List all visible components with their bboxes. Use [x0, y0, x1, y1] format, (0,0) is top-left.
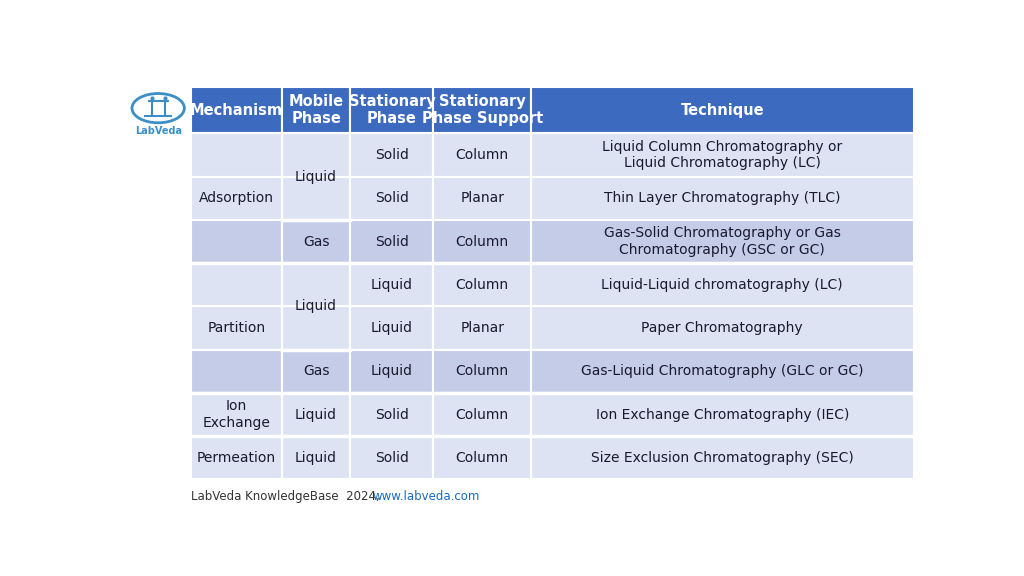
- Text: LabVeda KnowledgeBase  2024,: LabVeda KnowledgeBase 2024,: [191, 490, 384, 503]
- FancyBboxPatch shape: [433, 393, 530, 436]
- FancyBboxPatch shape: [530, 393, 913, 436]
- Text: Solid: Solid: [375, 234, 409, 248]
- FancyBboxPatch shape: [433, 263, 530, 306]
- FancyBboxPatch shape: [433, 350, 530, 393]
- Text: Liquid: Liquid: [295, 451, 337, 465]
- Text: Gas: Gas: [303, 364, 330, 378]
- Text: Adsorption: Adsorption: [199, 191, 274, 205]
- FancyBboxPatch shape: [282, 220, 350, 263]
- Text: Stationary
Phase: Stationary Phase: [348, 94, 435, 126]
- Text: Column: Column: [456, 364, 509, 378]
- FancyBboxPatch shape: [282, 350, 350, 393]
- Text: www.labveda.com: www.labveda.com: [373, 490, 480, 503]
- Text: Gas: Gas: [303, 234, 330, 248]
- FancyBboxPatch shape: [530, 134, 913, 177]
- FancyBboxPatch shape: [191, 263, 282, 306]
- FancyBboxPatch shape: [191, 350, 282, 393]
- Text: Paper Chromatography: Paper Chromatography: [641, 321, 803, 335]
- FancyBboxPatch shape: [530, 177, 913, 220]
- Text: Liquid-Liquid chromatography (LC): Liquid-Liquid chromatography (LC): [601, 278, 843, 292]
- Text: Gas-Solid Chromatography or Gas
Chromatography (GSC or GC): Gas-Solid Chromatography or Gas Chromato…: [604, 226, 841, 257]
- FancyBboxPatch shape: [282, 263, 350, 306]
- Text: Planar: Planar: [460, 321, 504, 335]
- Text: Thin Layer Chromatography (TLC): Thin Layer Chromatography (TLC): [604, 191, 841, 205]
- FancyBboxPatch shape: [530, 436, 913, 479]
- Text: Liquid: Liquid: [295, 300, 337, 313]
- Text: Column: Column: [456, 451, 509, 465]
- FancyBboxPatch shape: [530, 263, 913, 306]
- FancyBboxPatch shape: [191, 306, 282, 350]
- Text: Partition: Partition: [208, 321, 265, 335]
- FancyBboxPatch shape: [282, 393, 350, 436]
- FancyBboxPatch shape: [433, 134, 530, 177]
- FancyBboxPatch shape: [191, 220, 282, 263]
- Text: Stationary
Phase Support: Stationary Phase Support: [422, 94, 543, 126]
- FancyBboxPatch shape: [530, 87, 913, 134]
- FancyBboxPatch shape: [433, 306, 530, 350]
- Text: Mechanism: Mechanism: [190, 103, 284, 118]
- Text: Liquid: Liquid: [295, 407, 337, 422]
- FancyBboxPatch shape: [282, 436, 350, 479]
- FancyBboxPatch shape: [282, 177, 350, 220]
- FancyBboxPatch shape: [350, 220, 433, 263]
- FancyBboxPatch shape: [350, 134, 433, 177]
- FancyBboxPatch shape: [350, 350, 433, 393]
- FancyBboxPatch shape: [530, 220, 913, 263]
- FancyBboxPatch shape: [282, 134, 350, 177]
- Text: Ion
Exchange: Ion Exchange: [203, 399, 270, 430]
- FancyBboxPatch shape: [530, 350, 913, 393]
- FancyBboxPatch shape: [433, 177, 530, 220]
- Text: Solid: Solid: [375, 407, 409, 422]
- Text: Column: Column: [456, 407, 509, 422]
- Text: Column: Column: [456, 234, 509, 248]
- Text: Size Exclusion Chromatography (SEC): Size Exclusion Chromatography (SEC): [591, 451, 854, 465]
- Text: Liquid: Liquid: [371, 278, 413, 292]
- FancyBboxPatch shape: [350, 306, 433, 350]
- Text: Planar: Planar: [460, 191, 504, 205]
- Text: Solid: Solid: [375, 191, 409, 205]
- FancyBboxPatch shape: [350, 436, 433, 479]
- Text: Mobile
Phase: Mobile Phase: [289, 94, 344, 126]
- FancyBboxPatch shape: [350, 87, 433, 134]
- FancyBboxPatch shape: [350, 393, 433, 436]
- FancyBboxPatch shape: [191, 177, 282, 220]
- FancyBboxPatch shape: [350, 263, 433, 306]
- Text: Liquid Column Chromatography or
Liquid Chromatography (LC): Liquid Column Chromatography or Liquid C…: [602, 140, 843, 170]
- FancyBboxPatch shape: [433, 436, 530, 479]
- Text: LabVeda: LabVeda: [135, 126, 181, 137]
- Text: Liquid: Liquid: [295, 170, 337, 184]
- Text: Ion Exchange Chromatography (IEC): Ion Exchange Chromatography (IEC): [596, 407, 849, 422]
- Text: Permeation: Permeation: [197, 451, 276, 465]
- FancyBboxPatch shape: [191, 436, 282, 479]
- Text: Technique: Technique: [681, 103, 764, 118]
- Text: Column: Column: [456, 278, 509, 292]
- FancyBboxPatch shape: [191, 134, 282, 177]
- Text: Liquid: Liquid: [371, 321, 413, 335]
- FancyBboxPatch shape: [191, 393, 282, 436]
- FancyBboxPatch shape: [433, 220, 530, 263]
- FancyBboxPatch shape: [530, 306, 913, 350]
- Text: Column: Column: [456, 148, 509, 162]
- FancyBboxPatch shape: [433, 87, 530, 134]
- FancyBboxPatch shape: [191, 87, 282, 134]
- FancyBboxPatch shape: [350, 177, 433, 220]
- Text: Solid: Solid: [375, 148, 409, 162]
- FancyBboxPatch shape: [282, 306, 350, 350]
- FancyBboxPatch shape: [282, 87, 350, 134]
- Text: Liquid: Liquid: [371, 364, 413, 378]
- Text: Gas-Liquid Chromatography (GLC or GC): Gas-Liquid Chromatography (GLC or GC): [581, 364, 863, 378]
- Text: Solid: Solid: [375, 451, 409, 465]
